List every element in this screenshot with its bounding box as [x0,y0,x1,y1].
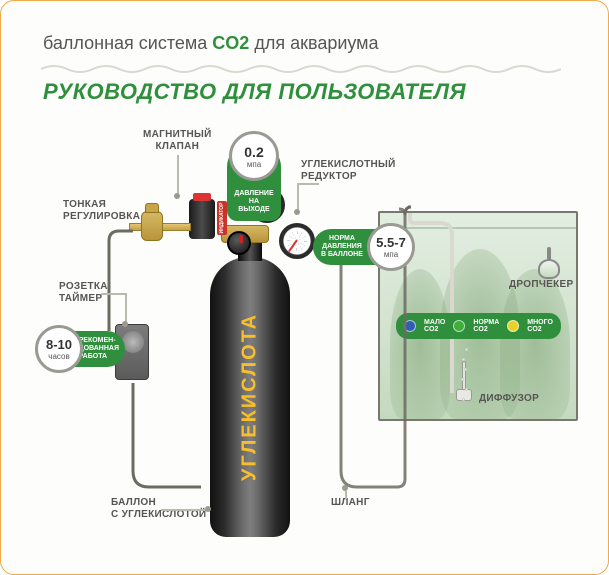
label-magnetic-valve: МАГНИТНЫЙ КЛАПАН [143,129,212,152]
title-co2: CO2 [212,33,249,53]
co2-cylinder: УГЛЕКИСЛОТА [210,257,290,537]
label-dropchecker: ДРОПЧЕКЕР [509,279,573,291]
badge-tank-caption: НОРМА ДАВЛЕНИЯ В БАЛЛОНЕ [321,235,363,258]
regulator-knob-icon [227,231,251,255]
solenoid-valve-icon [189,199,215,239]
indicator-text: ИНДИКАТОР [219,203,225,234]
label-hose: ШЛАНГ [331,497,370,509]
value-tank-num: 5.5-7 [376,235,406,250]
badge-out-caption: ДАВЛЕНИЕ НА ВЫХОДЕ [234,190,273,213]
label-diffuser: ДИФФУЗОР [479,393,539,405]
label-fine-adjust: ТОНКАЯ РЕГУЛИРОВКА [63,199,140,222]
title-pre: баллонная система [43,33,207,53]
value-tank-pressure: 5.5-7 мпа [367,223,415,271]
indicator-strip: ИНДИКАТОР [217,201,227,235]
legend-high-text: МНОГО CO2 [527,319,553,333]
value-tank-unit: мпа [384,250,398,259]
title-post: для аквариума [254,33,378,53]
title-line: баллонная система CO2 для аквариума [43,33,379,54]
subtitle: РУКОВОДСТВО ДЛЯ ПОЛЬЗОВАТЕЛЯ [43,79,466,105]
value-out-pressure: 0.2 мпа [229,131,279,181]
value-runtime: 8-10 часов [35,325,83,373]
legend-ok-text: НОРМА CO2 [473,319,499,333]
legend-high-dot [507,320,519,332]
value-runtime-unit: часов [48,352,69,361]
gauge-tank [279,223,315,259]
wave-divider [41,63,561,73]
badge-runtime-caption: РЕКОМЕН- ДОВАННАЯ РАБОТА [79,337,119,360]
infographic-canvas: баллонная система CO2 для аквариума РУКО… [0,0,609,575]
fine-adjust-valve [141,211,163,241]
value-runtime-num: 8-10 [46,337,72,352]
value-out-pressure-num: 0.2 [244,144,263,160]
value-out-pressure-unit: мпа [247,160,261,169]
fine-adjust-knob [145,203,159,213]
label-reducer: УГЛЕКИСЛОТНЫЙ РЕДУКТОР [301,159,396,182]
cylinder-label: УГЛЕКИСЛОТА [239,313,262,481]
legend-low-text: МАЛО CO2 [424,319,445,333]
legend-low-dot [404,320,416,332]
co2-legend: МАЛО CO2 НОРМА CO2 МНОГО CO2 [396,313,561,339]
legend-ok-dot [453,320,465,332]
